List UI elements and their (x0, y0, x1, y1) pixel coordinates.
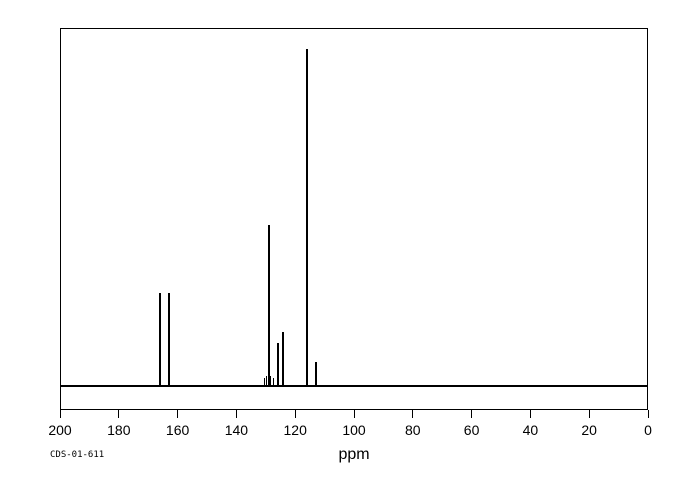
x-tick-label: 100 (342, 422, 365, 438)
x-tick-label: 60 (464, 422, 480, 438)
peak (282, 332, 284, 385)
noise-peak (270, 376, 271, 385)
x-tick (471, 410, 472, 418)
corner-label: CDS-01-611 (50, 450, 104, 460)
x-tick-label: 200 (48, 422, 71, 438)
x-tick-label: 40 (523, 422, 539, 438)
noise-peak (273, 378, 274, 385)
baseline (60, 385, 648, 387)
spectrum-container: 200180160140120100806040200 ppm CDS-01-6… (0, 0, 680, 500)
noise-peak (264, 378, 265, 385)
x-tick (648, 410, 649, 418)
x-tick (589, 410, 590, 418)
x-tick (354, 410, 355, 418)
x-tick (118, 410, 119, 418)
peak (306, 49, 308, 385)
x-tick-label: 0 (644, 422, 652, 438)
x-tick (530, 410, 531, 418)
x-tick-label: 120 (284, 422, 307, 438)
x-tick-label: 180 (107, 422, 130, 438)
peak (268, 225, 270, 385)
peak (168, 293, 170, 385)
noise-peak (268, 374, 269, 385)
x-tick (412, 410, 413, 418)
x-tick (295, 410, 296, 418)
x-tick (236, 410, 237, 418)
peak (159, 293, 161, 385)
peak (277, 343, 279, 385)
x-tick-label: 80 (405, 422, 421, 438)
peak (315, 362, 317, 385)
plot-frame (60, 28, 648, 410)
x-tick-label: 160 (166, 422, 189, 438)
x-tick (177, 410, 178, 418)
x-tick-label: 140 (225, 422, 248, 438)
x-axis-label: ppm (338, 446, 369, 464)
noise-peak (266, 376, 267, 385)
x-tick (60, 410, 61, 418)
x-tick-label: 20 (581, 422, 597, 438)
